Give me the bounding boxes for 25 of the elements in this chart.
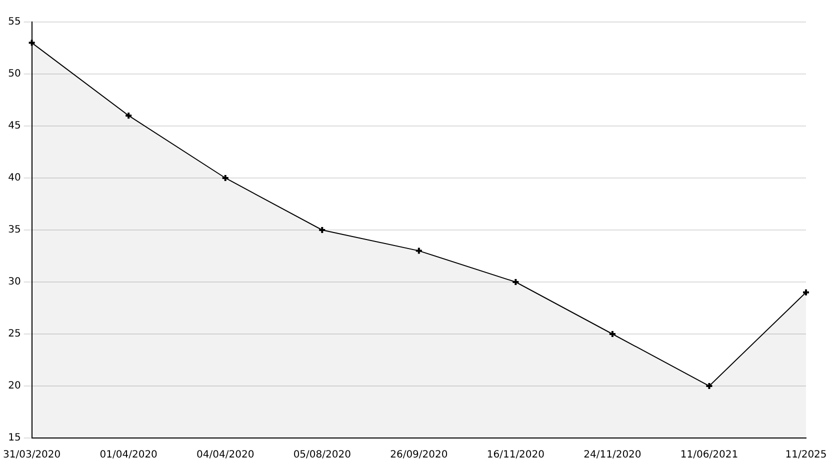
- point: [221, 174, 230, 182]
- x-tick-label: 26/09/2020: [390, 450, 448, 461]
- y-tick-label: 50: [8, 68, 21, 80]
- x-tick-label: 04/04/2020: [196, 450, 254, 461]
- x-tick-label: 24/11/2020: [584, 450, 642, 461]
- y-tick-label: 15: [8, 432, 21, 444]
- y-tick-label: 25: [8, 328, 21, 340]
- x-tick-label: 31/03/2020: [3, 450, 61, 461]
- y-tick-label: 45: [8, 120, 21, 132]
- y-tick-label: 30: [8, 276, 21, 288]
- x-tick-label: 16/11/2020: [486, 450, 544, 461]
- y-tick-label: 55: [8, 16, 21, 28]
- x-tick-label: 01/04/2020: [100, 450, 158, 461]
- x-tick-label: 11/06/2021: [680, 450, 738, 461]
- point: [608, 330, 616, 338]
- point: [414, 246, 423, 255]
- x-tick-label: 11/2025: [785, 450, 827, 461]
- x-tick-label: 05/08/2020: [293, 450, 351, 461]
- point: [705, 382, 714, 390]
- point: [124, 112, 133, 120]
- point: [512, 278, 520, 286]
- y-tick-label: 40: [8, 172, 21, 184]
- point: [318, 226, 326, 234]
- y-tick-label: 20: [8, 380, 21, 392]
- y-tick-label: 35: [8, 224, 21, 236]
